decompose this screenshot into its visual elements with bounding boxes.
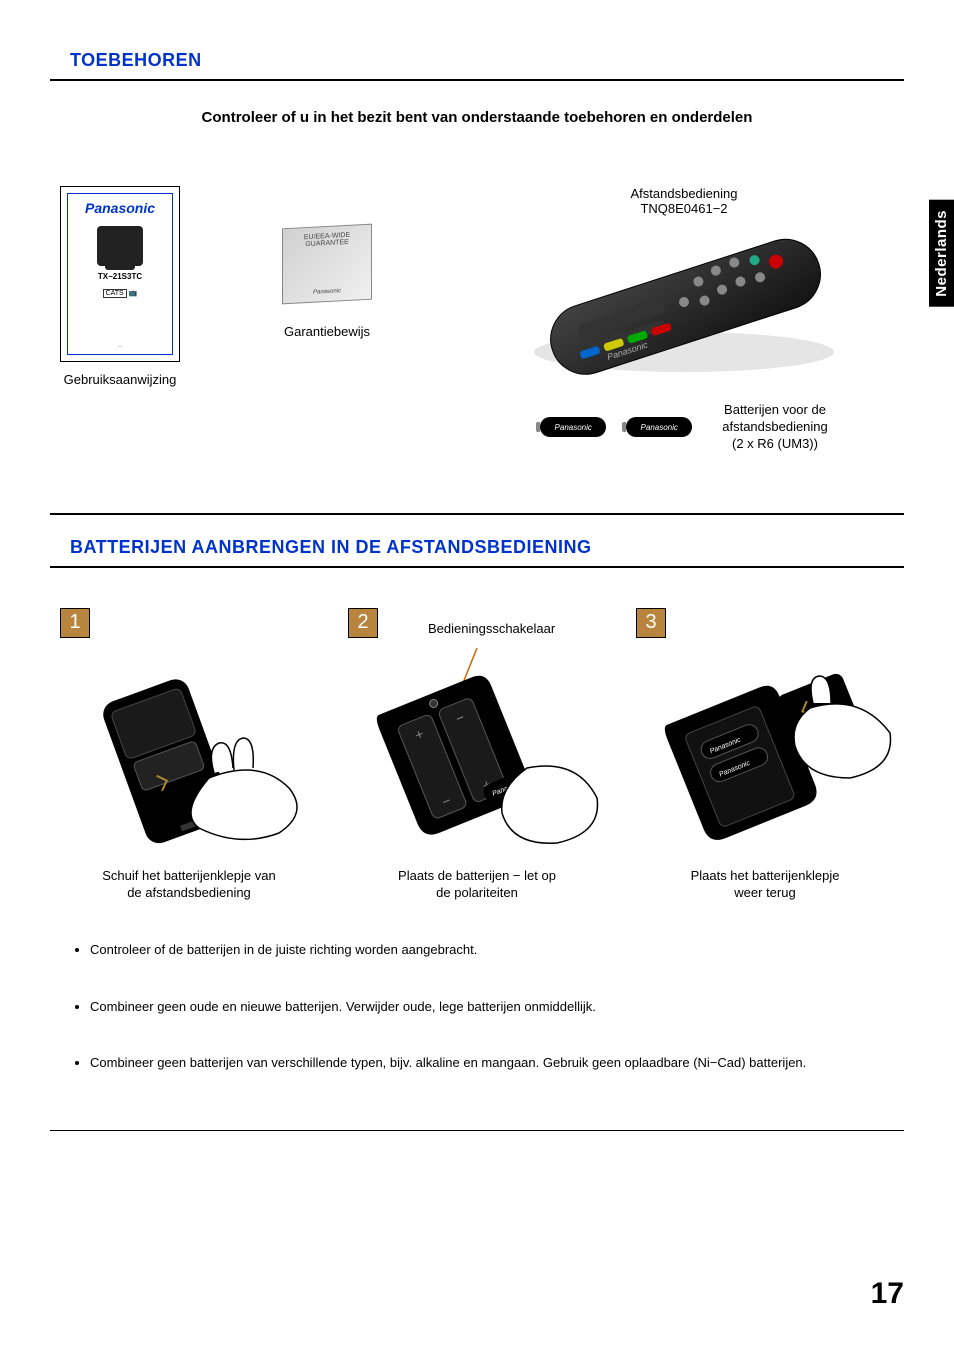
batt-line1: Batterijen voor de bbox=[722, 402, 828, 419]
step-2: 2 Bedieningsschakelaar + + − − bbox=[338, 608, 616, 902]
step-num-3: 3 bbox=[636, 608, 666, 638]
step3-cap1: Plaats het batterijenklepje bbox=[691, 868, 840, 885]
bullet-1: Controleer of de batterijen in de juiste… bbox=[90, 941, 894, 959]
step3-cap2: weer terug bbox=[691, 885, 840, 902]
manual-caption: Gebruiksaanwijzing bbox=[64, 372, 177, 387]
warranty-text2: GUARANTEE bbox=[305, 239, 349, 248]
warranty-item: EU/EEA-WIDE GUARANTEE Panasonic Garantie… bbox=[282, 226, 372, 339]
warranty-caption: Garantiebewijs bbox=[284, 324, 370, 339]
step2-cap2: de polariteiten bbox=[398, 885, 556, 902]
remote-illustration: Panasonic bbox=[514, 222, 854, 382]
manual-cover: Panasonic TX−21S3TC CATS 📺 ··· bbox=[60, 186, 180, 362]
steps-row: 1 Schuif het batterijenklepje van de afs… bbox=[50, 568, 904, 912]
step-num-2: 2 bbox=[348, 608, 378, 638]
remote-label2: TNQ8E0461−2 bbox=[631, 201, 738, 216]
step2-illustration: + + − − Panasonic Panasonic bbox=[347, 648, 607, 848]
divider bbox=[50, 79, 904, 81]
warranty-brand: Panasonic bbox=[313, 288, 341, 295]
accessories-row: Panasonic TX−21S3TC CATS 📺 ··· Gebruiksa… bbox=[50, 166, 904, 483]
manual-item: Panasonic TX−21S3TC CATS 📺 ··· Gebruiksa… bbox=[60, 186, 180, 387]
language-tab: Nederlands bbox=[929, 200, 954, 307]
page-number: 17 bbox=[871, 1277, 904, 1311]
batt-line3: (2 x R6 (UM3)) bbox=[722, 436, 828, 453]
battery-icon: Panasonic bbox=[626, 417, 692, 437]
step3-illustration: Panasonic Panasonic bbox=[635, 648, 895, 848]
step-num-1: 1 bbox=[60, 608, 90, 638]
step-3: 3 Panasonic Panasonic bbox=[626, 608, 904, 902]
step1-cap2: de afstandsbediening bbox=[102, 885, 275, 902]
step2-cap1: Plaats de batterijen − let op bbox=[398, 868, 556, 885]
step-1: 1 Schuif het batterijenklepje van de afs… bbox=[50, 608, 328, 902]
warranty-card: EU/EEA-WIDE GUARANTEE Panasonic bbox=[282, 224, 372, 305]
step1-cap1: Schuif het batterijenklepje van bbox=[102, 868, 275, 885]
batt-line2: afstandsbediening bbox=[722, 419, 828, 436]
batteries-row: Panasonic Panasonic Batterijen voor de a… bbox=[540, 402, 828, 453]
manual-brand: Panasonic bbox=[85, 200, 155, 216]
remote-label1: Afstandsbediening bbox=[631, 186, 738, 201]
step1-illustration bbox=[59, 648, 319, 848]
manual-model: TX−21S3TC bbox=[98, 272, 142, 281]
bullet-2: Combineer geen oude en nieuwe batterijen… bbox=[90, 998, 894, 1016]
bullet-3: Combineer geen batterijen van verschille… bbox=[90, 1054, 894, 1072]
divider bbox=[50, 513, 904, 515]
section1-intro: Controleer of u in het bezit bent van on… bbox=[50, 109, 904, 126]
step2-label: Bedieningsschakelaar bbox=[428, 621, 555, 636]
section2-title: BATTERIJEN AANBRENGEN IN DE AFSTANDSBEDI… bbox=[70, 537, 904, 558]
tv-icon bbox=[97, 226, 143, 266]
divider-bottom bbox=[50, 1130, 904, 1131]
battery-icon: Panasonic bbox=[540, 417, 606, 437]
bullet-list: Controleer of de batterijen in de juiste… bbox=[50, 911, 904, 1120]
section1-title: TOEBEHOREN bbox=[70, 50, 904, 71]
remote-area: Afstandsbediening TNQ8E0461−2 bbox=[474, 186, 894, 453]
